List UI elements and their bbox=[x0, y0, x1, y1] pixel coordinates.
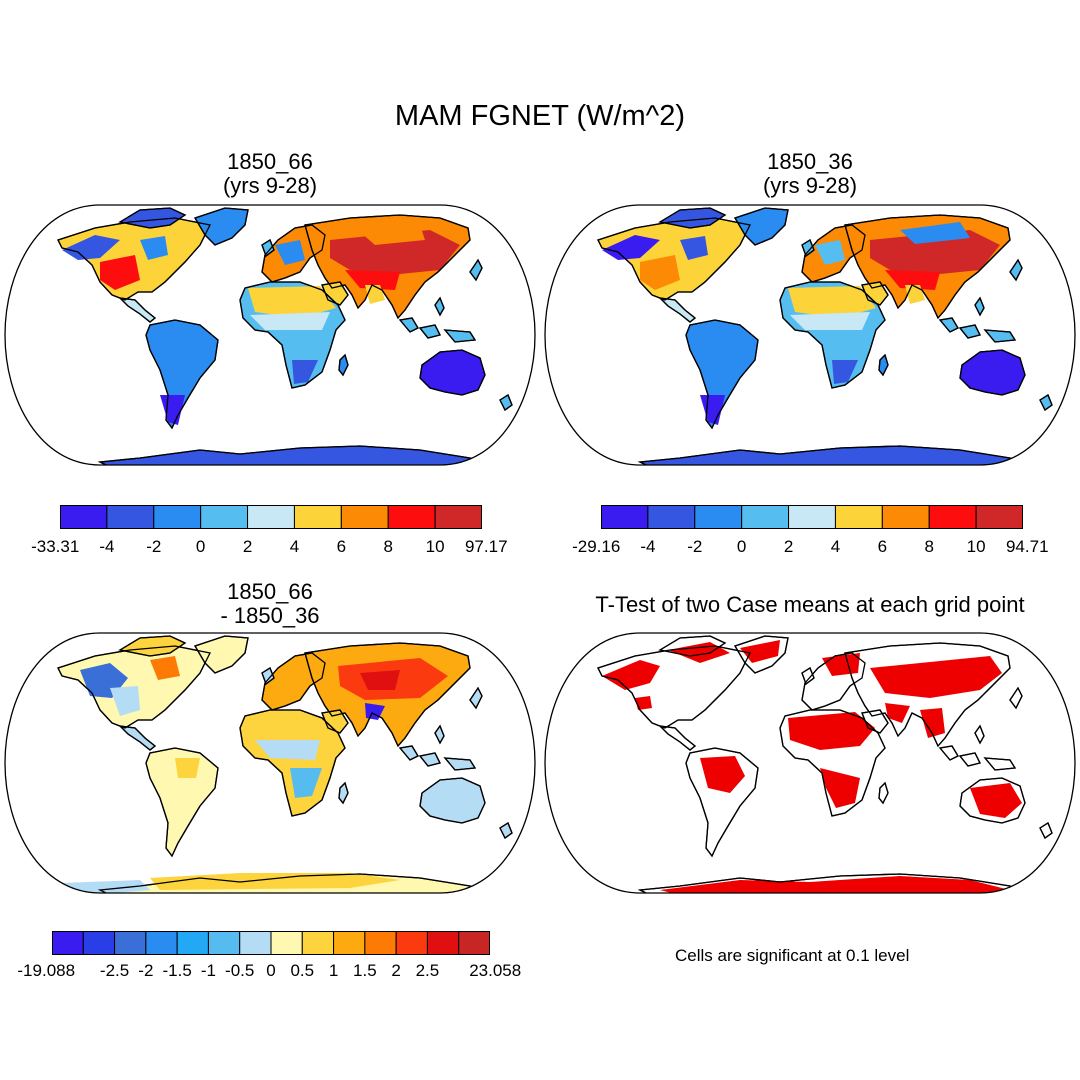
map-frame bbox=[4, 632, 536, 894]
colorbar-box bbox=[114, 931, 147, 955]
land-antarctica bbox=[99, 445, 501, 465]
colorbar-tick-label: 1.5 bbox=[353, 961, 377, 980]
colorbar-tick-label: 8 bbox=[924, 537, 934, 556]
colorbar-1850-36 bbox=[601, 505, 1023, 529]
colorbar-box bbox=[145, 931, 178, 955]
colorbar-box bbox=[239, 931, 272, 955]
colorbar-box bbox=[741, 505, 790, 529]
colorbar-box bbox=[694, 505, 743, 529]
panel2-title-line1: 1850_36 bbox=[767, 149, 853, 174]
colorbar-box bbox=[270, 931, 303, 955]
colorbar-box bbox=[788, 505, 836, 529]
colorbar-tick-label: 2 bbox=[242, 537, 253, 556]
colorbar-difference bbox=[52, 931, 490, 955]
colorbar-tick-label: 0 bbox=[195, 537, 206, 556]
significance-note: Cells are significant at 0.1 level bbox=[675, 946, 910, 965]
colorbar-box bbox=[293, 505, 342, 529]
colorbar-box bbox=[601, 505, 649, 529]
colorbar-box bbox=[834, 505, 883, 529]
land-africa bbox=[239, 709, 346, 817]
colorbar-box bbox=[364, 931, 397, 955]
colorbar-box bbox=[82, 931, 116, 955]
panel1-title-line2: (yrs 9-28) bbox=[222, 173, 318, 198]
panel3-title-line1: 1850_66 bbox=[227, 579, 313, 604]
colorbar-box bbox=[176, 931, 209, 955]
colorbar-box bbox=[387, 505, 436, 529]
colorbar-box bbox=[881, 505, 930, 529]
colorbar-box bbox=[60, 505, 108, 529]
colorbar-tick-label: -1.5 bbox=[162, 961, 192, 980]
colorbar-tick-label: -29.16 bbox=[572, 537, 621, 556]
map-frame bbox=[544, 204, 1076, 466]
land-antarctica bbox=[639, 445, 1041, 465]
map-frame bbox=[4, 204, 536, 466]
colorbar-tick-label: 23.058 bbox=[469, 961, 522, 980]
colorbar-box bbox=[458, 931, 490, 955]
map-1850-66 bbox=[4, 204, 536, 466]
panel2-title: 1850_36 (yrs 9-28) bbox=[680, 150, 940, 198]
map-difference bbox=[4, 632, 536, 894]
colorbar-tick-label: -19.088 bbox=[17, 961, 76, 980]
colorbar-tick-label: 4 bbox=[289, 537, 300, 556]
map-1850-36 bbox=[544, 204, 1076, 466]
colorbar-box bbox=[434, 505, 482, 529]
panel2-title-line2: (yrs 9-28) bbox=[762, 173, 858, 198]
colorbar-tick-label: 0.5 bbox=[290, 961, 315, 980]
colorbar-1850-36-labels: -29.16 -4 -2 0 2 4 6 8 10 94.71 bbox=[572, 537, 1048, 559]
colorbar-box bbox=[200, 505, 249, 529]
colorbar-difference-labels: -19.088 -2.5 -2 -1.5 -1 -0.5 0 0.5 1 1.5 2 2.5 23.05… bbox=[17, 961, 521, 983]
colorbar-box bbox=[928, 505, 977, 529]
colorbar-box bbox=[333, 931, 366, 955]
colorbar-tick-label: 2 bbox=[391, 961, 401, 980]
colorbar-box bbox=[207, 931, 241, 955]
colorbar-tick-label: -0.5 bbox=[225, 961, 255, 980]
colorbar-tick-label: -4 bbox=[99, 537, 115, 556]
colorbar-tick-label: -1 bbox=[200, 961, 216, 980]
colorbar-tick-label: -2.5 bbox=[99, 961, 130, 980]
colorbar-box bbox=[153, 505, 202, 529]
colorbar-box bbox=[975, 505, 1023, 529]
figure-title: MAM FGNET (W/m^2) bbox=[394, 100, 686, 132]
colorbar-box bbox=[647, 505, 696, 529]
colorbar-box bbox=[426, 931, 460, 955]
colorbar-tick-label: 10 bbox=[966, 537, 986, 556]
panel4-title: T-Test of two Case means at each grid po… bbox=[540, 593, 1080, 617]
colorbar-tick-label: 1 bbox=[328, 961, 339, 980]
colorbar-box bbox=[340, 505, 389, 529]
colorbar-box bbox=[247, 505, 295, 529]
colorbar-tick-label: -2 bbox=[138, 961, 154, 980]
colorbar-tick-label: 6 bbox=[877, 537, 888, 556]
colorbar-box bbox=[395, 931, 428, 955]
colorbar-box bbox=[301, 931, 335, 955]
map-ttest bbox=[544, 632, 1076, 894]
colorbar-box bbox=[106, 505, 155, 529]
colorbar-tick-label: -4 bbox=[640, 537, 656, 556]
panel1-title: 1850_66 (yrs 9-28) bbox=[140, 150, 400, 198]
colorbar-tick-label: 94.71 bbox=[1005, 537, 1049, 556]
colorbar-tick-label: 8 bbox=[383, 537, 393, 556]
colorbar-tick-label: -2 bbox=[687, 537, 703, 556]
colorbar-tick-label: 2 bbox=[783, 537, 794, 556]
colorbar-tick-label: 97.17 bbox=[464, 537, 508, 556]
panel3-title: 1850_66 - 1850_36 bbox=[140, 580, 400, 628]
panel4-title-line1: T-Test of two Case means at each grid po… bbox=[595, 592, 1025, 617]
map-frame bbox=[544, 632, 1076, 894]
colorbar-tick-label: 0 bbox=[266, 961, 276, 980]
colorbar-1850-66 bbox=[60, 505, 482, 529]
colorbar-tick-label: 10 bbox=[425, 537, 445, 556]
colorbar-tick-label: 0 bbox=[736, 537, 747, 556]
land-south-america bbox=[685, 319, 759, 429]
panel1-title-line1: 1850_66 bbox=[227, 149, 313, 174]
land-south-america bbox=[145, 319, 219, 429]
colorbar-box bbox=[52, 931, 84, 955]
colorbar-tick-label: 6 bbox=[336, 537, 347, 556]
colorbar-tick-label: 4 bbox=[830, 537, 841, 556]
colorbar-tick-label: 2.5 bbox=[415, 961, 440, 980]
colorbar-tick-label: -2 bbox=[146, 537, 162, 556]
colorbar-tick-label: -33.31 bbox=[31, 537, 80, 556]
colorbar-1850-66-labels: -33.31 -4 -2 0 2 4 6 8 10 97.17 bbox=[31, 537, 507, 559]
panel3-title-line2: - 1850_36 bbox=[220, 603, 320, 628]
